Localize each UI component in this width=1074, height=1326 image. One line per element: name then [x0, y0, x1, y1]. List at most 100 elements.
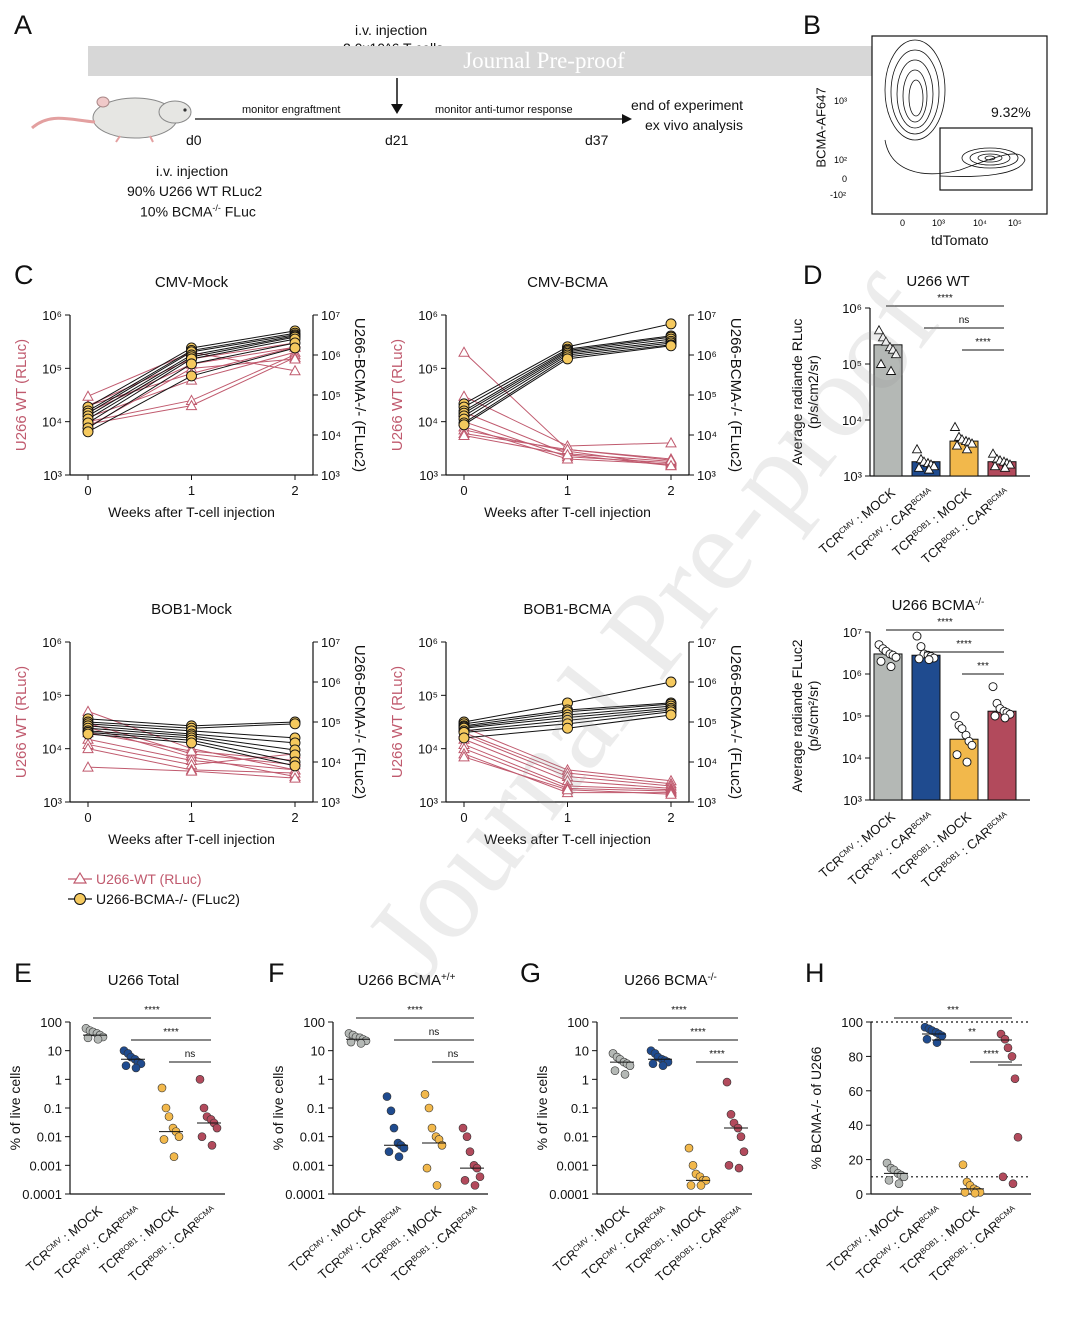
data-point [195, 1075, 205, 1084]
data-point [696, 1181, 706, 1190]
data-point [384, 1147, 394, 1156]
data-point [462, 1132, 472, 1141]
panel-label-f: F [268, 958, 285, 988]
y-tick-label: 10³ [843, 469, 862, 484]
data-point [726, 1110, 736, 1119]
fluc-point [186, 370, 197, 382]
rluc-point [665, 788, 677, 799]
data-point [913, 462, 925, 472]
data-point [199, 1103, 209, 1113]
fluc-point [289, 760, 301, 772]
y-axis-label: Average radiande FLuc2 [789, 639, 805, 792]
data-point [873, 324, 885, 335]
fluc-point [82, 728, 94, 740]
data-point [1013, 1132, 1023, 1142]
data-point [174, 1132, 184, 1141]
fluc-point [665, 340, 677, 352]
left-tick-label: 10⁶ [42, 635, 62, 650]
y-tick-label: 10⁷ [843, 625, 862, 640]
rluc-point [82, 742, 94, 754]
y-axis-label: % of live cells [7, 1066, 23, 1151]
significance-label: ns [429, 1027, 440, 1038]
y-tick-label: 10⁵ [842, 357, 862, 372]
data-point [625, 1061, 635, 1070]
rluc-point [458, 346, 470, 357]
data-point [884, 1175, 894, 1185]
line-chart-title: BOB1-BCMA [523, 601, 611, 618]
timeline-arrowhead [622, 114, 632, 124]
y-axis-label: % of live cells [534, 1066, 550, 1151]
legend-triangle-icon [72, 871, 88, 884]
data-point [736, 1132, 746, 1141]
data-point [949, 421, 961, 431]
fluc-point [289, 342, 301, 354]
y-tick-label: 100 [303, 1015, 325, 1030]
data-point [470, 1181, 480, 1190]
left-tick-label: 10⁴ [418, 742, 438, 757]
flow-plot-frame [871, 35, 1048, 215]
data-point [83, 1033, 93, 1043]
y-tick-label: 60 [849, 1084, 863, 1099]
left-tick-label: 10⁵ [42, 688, 62, 703]
line-chart-3: BOB1-Mock 10³ 10⁴ 10⁵ 10⁶ 10³ 10⁴ 10⁵ 10⁶ 10⁷ 0 1 2 W… [13, 601, 368, 847]
data-point [1010, 1074, 1020, 1084]
line-chart-title: BOB1-Mock [151, 601, 232, 618]
left-tick-label: 10⁴ [42, 742, 62, 757]
data-point [161, 1103, 171, 1113]
data-point [93, 1034, 103, 1044]
data-point [734, 1163, 744, 1173]
bar-chart-1: U266 WT 10³ 10⁴ 10⁵ 10⁶ Average radiande RLuc… [789, 273, 1030, 567]
day-0-label: d0 [186, 132, 202, 148]
y-tick-label: 0.0001 [285, 1187, 325, 1202]
data-point [1007, 1052, 1017, 1061]
significance-label: **** [690, 1027, 706, 1038]
rluc-point [82, 761, 94, 772]
line-chart-title: CMV-Mock [155, 274, 229, 291]
right-tick-label: 10³ [321, 795, 340, 810]
bar [873, 653, 903, 801]
data-point [724, 1161, 734, 1170]
bar-chart-title: U266 WT [906, 273, 969, 290]
left-axis-label: U266 WT (RLuc) [13, 339, 30, 451]
data-point [475, 1172, 485, 1182]
x-tick-label: 2 [667, 810, 674, 825]
y-tick-label: 0.0001 [549, 1187, 589, 1202]
data-point [207, 1140, 217, 1150]
significance-label: **** [407, 1005, 423, 1016]
y-tick-label: 0.01 [300, 1130, 325, 1145]
data-point [916, 642, 926, 652]
y-tick-label: 10 [311, 1044, 325, 1059]
data-point [1003, 1043, 1013, 1053]
legend-rluc-label: U266-WT (RLuc) [96, 871, 202, 887]
panel-label-h: H [805, 958, 825, 988]
x-tick-label: 0 [460, 810, 467, 825]
x-axis-label: Weeks after T-cell injection [484, 504, 651, 520]
x-tick-label: 0 [84, 810, 91, 825]
fluc-point [562, 353, 573, 365]
data-point [988, 682, 998, 692]
right-tick-label: 10⁶ [697, 348, 717, 363]
data-point [952, 750, 962, 760]
y-tick-label: 10⁶ [842, 667, 862, 682]
right-tick-label: 10⁶ [321, 675, 341, 690]
journal-banner-text: Journal Pre-proof [463, 48, 625, 73]
left-tick-label: 10³ [419, 468, 438, 483]
y-tick-label: 10 [48, 1044, 62, 1059]
right-tick-label: 10⁷ [321, 308, 340, 323]
x-tick-label: 1 [564, 810, 571, 825]
right-tick-label: 10⁴ [321, 428, 341, 443]
fluc-point [186, 737, 197, 749]
data-point [937, 1031, 947, 1041]
right-tick-label: 10⁷ [321, 635, 340, 650]
data-point [197, 1132, 207, 1141]
y-tick-label: 0 [856, 1187, 863, 1202]
left-tick-label: 10⁵ [42, 361, 62, 376]
rluc-point [458, 750, 470, 762]
left-tick-label: 10³ [43, 795, 62, 810]
right-tick-label: 10³ [697, 468, 716, 483]
right-tick-label: 10³ [321, 468, 340, 483]
end-experiment-label: end of experiment [631, 97, 744, 113]
y-tick-label: 0.01 [37, 1130, 62, 1145]
monitor-engraftment-label: monitor engraftment [242, 104, 341, 116]
